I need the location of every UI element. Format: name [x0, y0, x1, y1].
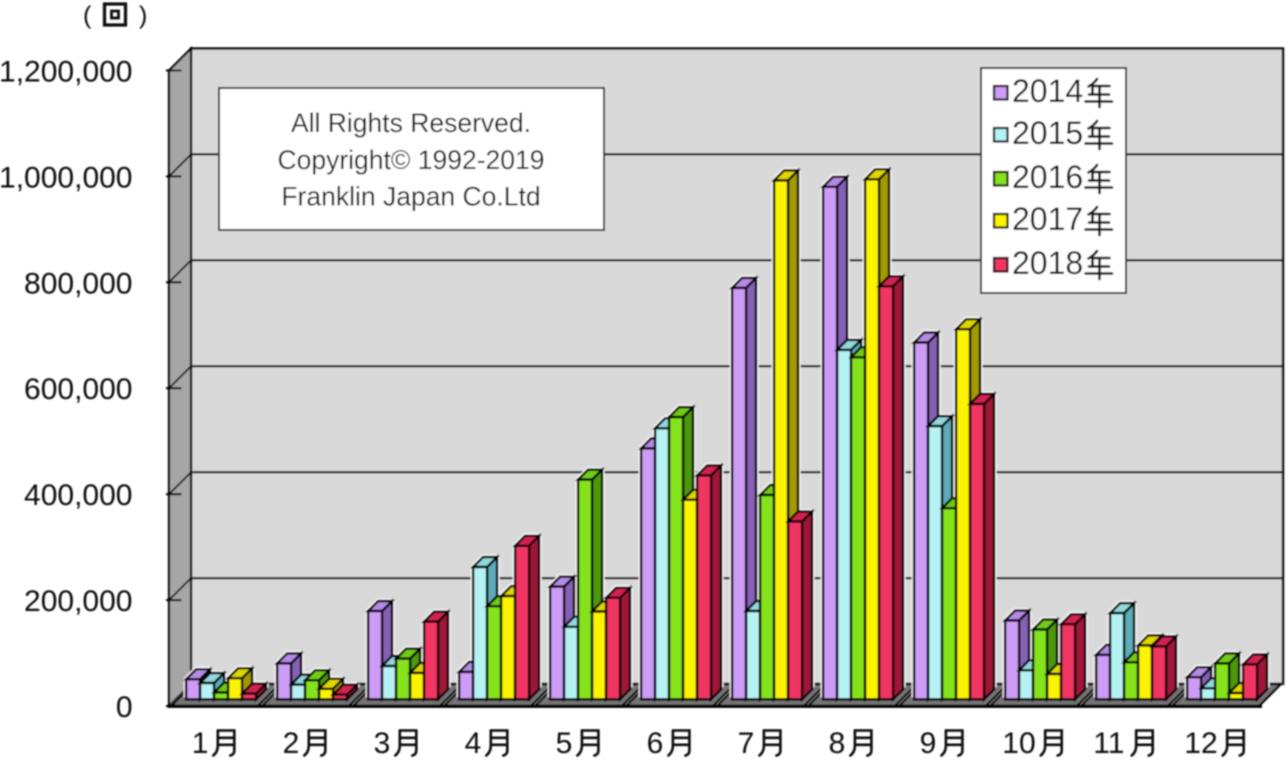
svg-text:Franklin Japan Co.Ltd: Franklin Japan Co.Ltd [281, 182, 540, 212]
svg-text:11: 11 [1093, 727, 1124, 760]
svg-text:2017: 2017 [1012, 201, 1083, 237]
svg-text:9: 9 [920, 727, 937, 760]
svg-text:1,000,000: 1,000,000 [0, 161, 133, 194]
svg-text:4: 4 [465, 727, 482, 760]
svg-text:12: 12 [1184, 727, 1217, 760]
svg-text:2016: 2016 [1012, 159, 1083, 195]
svg-text:2: 2 [283, 727, 300, 760]
svg-text:1: 1 [192, 727, 209, 760]
svg-text:5: 5 [556, 727, 573, 760]
svg-text:6: 6 [647, 727, 664, 760]
svg-text:): ) [139, 2, 147, 30]
svg-text:0: 0 [116, 691, 133, 724]
svg-text:400,000: 400,000 [24, 479, 132, 512]
svg-text:2015: 2015 [1012, 115, 1083, 151]
svg-text:1,200,000: 1,200,000 [0, 56, 133, 89]
svg-text:800,000: 800,000 [24, 267, 132, 300]
svg-text:200,000: 200,000 [24, 585, 132, 618]
svg-text:8: 8 [829, 727, 846, 760]
svg-text:3: 3 [374, 727, 391, 760]
svg-text:Copyright© 1992-2019: Copyright© 1992-2019 [277, 145, 544, 175]
svg-text:600,000: 600,000 [24, 373, 132, 406]
svg-text:All Rights Reserved.: All Rights Reserved. [291, 108, 531, 138]
svg-text:10: 10 [1002, 727, 1035, 760]
svg-text:7: 7 [738, 727, 755, 760]
svg-text:(: ( [83, 2, 92, 30]
svg-text:2014: 2014 [1012, 73, 1083, 109]
svg-text:2018: 2018 [1012, 245, 1083, 281]
